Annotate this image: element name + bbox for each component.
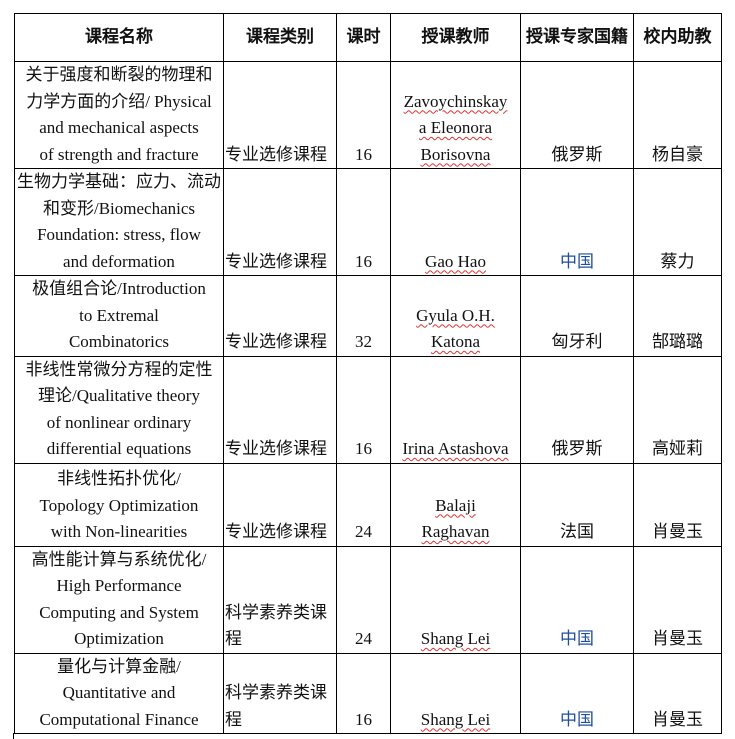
teacher-cell: Irina Astashova — [390, 355, 521, 464]
header-assistant: 校内助教 — [633, 13, 722, 62]
course-name-cell: 非线性常微分方程的定性 理论/Qualitative theory of non… — [14, 355, 224, 464]
header-hours: 课时 — [336, 13, 391, 62]
header-row: 课程名称 课程类别 课时 授课教师 授课专家国籍 校内助教 — [14, 13, 722, 62]
hours-cell: 16 — [336, 61, 391, 169]
assistant-cell: 肖曼玉 — [633, 652, 722, 734]
teacher-cell: Gao Hao — [390, 168, 521, 276]
assistant-cell: 郜璐璐 — [633, 275, 722, 357]
course-name-cell: 高性能计算与系统优化/ High Performance Computing a… — [14, 545, 224, 654]
teacher-name: Balaji Raghavan — [421, 495, 490, 542]
hours-cell: 16 — [336, 168, 391, 276]
course-category-cell: 专业选修课程 — [223, 355, 337, 464]
hours-cell: 24 — [336, 462, 391, 547]
nationality-cell: 中国 — [520, 545, 634, 654]
nationality-cell: 中国 — [520, 168, 634, 276]
teacher-cell: Gyula O.H. Katona — [390, 275, 521, 357]
teacher-name: Zavoychinskay a Eleonora Borisovna — [403, 91, 508, 164]
table-row: 高性能计算与系统优化/ High Performance Computing a… — [14, 545, 722, 654]
assistant-cell: 杨自豪 — [633, 61, 722, 169]
hours-cell: 24 — [336, 545, 391, 654]
teacher-name: Shang Lei — [420, 709, 491, 729]
course-category-cell: 专业选修课程 — [223, 61, 337, 169]
teacher-cell: Shang Lei — [390, 652, 521, 734]
assistant-cell: 蔡力 — [633, 168, 722, 276]
header-course-name: 课程名称 — [14, 13, 224, 62]
teacher-name: Irina Astashova — [402, 439, 509, 458]
header-teacher: 授课教师 — [390, 13, 521, 62]
teacher-cell: Zavoychinskay a Eleonora Borisovna — [390, 61, 521, 169]
nationality-cell: 匈牙利 — [520, 275, 634, 357]
nationality-cell: 法国 — [520, 462, 634, 547]
course-category-cell: 科学素养类课 程 — [223, 652, 337, 734]
course-category-cell: 专业选修课程 — [223, 275, 337, 357]
assistant-cell: 肖曼玉 — [633, 545, 722, 654]
header-course-category: 课程类别 — [223, 13, 337, 62]
table-row: 非线性常微分方程的定性 理论/Qualitative theory of non… — [14, 355, 722, 464]
cursor-mark — [13, 733, 14, 739]
nationality-cell: 中国 — [520, 652, 634, 734]
course-category-cell: 专业选修课程 — [223, 168, 337, 276]
table-body: 关于强度和断裂的物理和 力学方面的介绍/ Physical and mechan… — [14, 61, 722, 734]
teacher-name: Gyula O.H. Katona — [416, 305, 495, 352]
table-row: 关于强度和断裂的物理和 力学方面的介绍/ Physical and mechan… — [14, 61, 722, 169]
table-row: 极值组合论/Introduction to Extremal Combinato… — [14, 275, 722, 357]
teacher-cell: Balaji Raghavan — [390, 462, 521, 547]
table-row: 非线性拓扑优化/ Topology Optimization with Non-… — [14, 462, 722, 547]
teacher-cell: Shang Lei — [390, 545, 521, 654]
course-name-cell: 极值组合论/Introduction to Extremal Combinato… — [14, 275, 224, 357]
assistant-cell: 高娅莉 — [633, 355, 722, 464]
hours-cell: 16 — [336, 652, 391, 734]
nationality-cell: 俄罗斯 — [520, 355, 634, 464]
teacher-name: Gao Hao — [425, 251, 486, 271]
course-name-cell: 非线性拓扑优化/ Topology Optimization with Non-… — [14, 462, 224, 547]
course-category-cell: 专业选修课程 — [223, 462, 337, 547]
table-row: 量化与计算金融/ Quantitative and Computational … — [14, 652, 722, 734]
hours-cell: 32 — [336, 275, 391, 357]
course-name-cell: 生物力学基础：应力、流动 和变形/Biomechanics Foundation… — [14, 168, 224, 276]
course-name-cell: 关于强度和断裂的物理和 力学方面的介绍/ Physical and mechan… — [14, 61, 224, 169]
table-row: 生物力学基础：应力、流动 和变形/Biomechanics Foundation… — [14, 168, 722, 276]
nationality-cell: 俄罗斯 — [520, 61, 634, 169]
course-category-cell: 科学素养类课 程 — [223, 545, 337, 654]
assistant-cell: 肖曼玉 — [633, 462, 722, 547]
header-nationality: 授课专家国籍 — [520, 13, 634, 62]
teacher-name: Shang Lei — [420, 629, 491, 648]
course-table: 课程名称 课程类别 课时 授课教师 授课专家国籍 校内助教 关于强度和断裂的物理… — [14, 13, 722, 734]
course-name-cell: 量化与计算金融/ Quantitative and Computational … — [14, 652, 224, 734]
hours-cell: 16 — [336, 355, 391, 464]
